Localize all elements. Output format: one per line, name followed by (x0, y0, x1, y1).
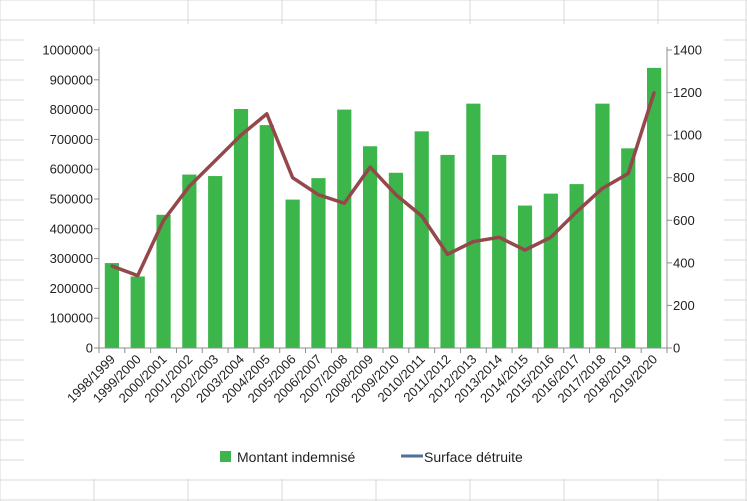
bar-2012/2013 (466, 103, 481, 348)
line-point-2010/2011 (420, 214, 424, 218)
bar-2008/2009 (362, 146, 378, 348)
bar-2016/2017 (569, 184, 584, 348)
bar-2014/2015 (517, 205, 533, 348)
line-point-2008/2009 (368, 165, 372, 169)
line-point-2014/2015 (523, 248, 527, 252)
bar-2003/2004 (233, 109, 249, 348)
bar-2015/2016 (543, 193, 558, 348)
line-point-2005/2006 (291, 176, 295, 180)
bar-2002/2003 (208, 176, 223, 348)
line-point-2011/2012 (446, 252, 450, 256)
left-tick-label: 300000 (50, 251, 93, 266)
line-point-2000/2001 (162, 218, 166, 222)
left-tick-label: 400000 (50, 221, 93, 236)
line-point-2004/2005 (265, 112, 269, 116)
right-tick-label: 800 (673, 170, 695, 185)
left-tick-label: 900000 (50, 72, 93, 87)
line-point-2016/2017 (575, 210, 579, 214)
line-point-2018/2019 (626, 171, 630, 175)
right-tick-label: 200 (673, 298, 695, 313)
left-axis-ticks: 0 100000 200000 300000 400000 500000 600000 700… (42, 43, 99, 356)
right-tick-label: 600 (673, 213, 695, 228)
line-point-2007/2008 (342, 201, 346, 205)
bar-2007/2008 (337, 109, 352, 348)
bar-series (104, 67, 662, 348)
line-path (111, 92, 656, 278)
right-tick-label: 0 (673, 341, 680, 356)
right-tick-label: 400 (673, 255, 695, 270)
right-tick-label: 1000 (673, 128, 702, 143)
bar-1999/2000 (130, 276, 145, 348)
left-tick-label: 500000 (50, 192, 93, 207)
bar-2017/2018 (595, 103, 610, 348)
right-tick-label: 1200 (673, 85, 702, 100)
legend-label-bar: Montant indemnisé (237, 449, 356, 465)
line-point-2017/2018 (600, 186, 604, 190)
legend-swatch-bar (220, 451, 231, 462)
bar-2009/2010 (388, 172, 404, 348)
line-point-2015/2016 (549, 235, 553, 239)
right-axis-ticks: 0 200 400 600 800 1000 1200 1400 (667, 43, 702, 356)
legend: Montant indemnisé Surface détruite (220, 449, 523, 465)
left-tick-label: 0 (86, 341, 93, 356)
line-point-1999/2000 (136, 274, 140, 278)
left-tick-label: 200000 (50, 281, 93, 296)
bar-2004/2005 (259, 125, 274, 348)
bar-2018/2019 (621, 148, 636, 348)
bar-2013/2014 (492, 154, 507, 348)
line-point-1998/1999 (110, 264, 114, 268)
line-point-2013/2014 (497, 235, 501, 239)
bar-2019/2020 (646, 67, 662, 348)
line-point-2002/2003 (213, 159, 217, 163)
line-point-2001/2002 (187, 184, 191, 188)
bar-2001/2002 (182, 174, 197, 348)
line-point-2009/2010 (394, 193, 398, 197)
bar-1998/1999 (104, 263, 120, 348)
right-tick-label: 1400 (673, 43, 702, 58)
left-tick-label: 800000 (50, 102, 93, 117)
line-point-2012/2013 (471, 240, 475, 244)
line-point-2003/2004 (239, 133, 243, 137)
legend-label-line: Surface détruite (424, 449, 523, 465)
axes (98, 47, 668, 353)
bar-2006/2007 (311, 178, 326, 348)
bar-2000/2001 (156, 214, 171, 348)
left-tick-label: 1000000 (42, 43, 93, 58)
line-point-2006/2007 (316, 193, 320, 197)
bar-2010/2011 (414, 131, 429, 348)
line-point-2019/2020 (652, 91, 656, 95)
left-tick-label: 700000 (50, 132, 93, 147)
left-tick-label: 600000 (50, 162, 93, 177)
left-tick-label: 100000 (50, 311, 93, 326)
bar-2005/2006 (285, 199, 300, 348)
line-series (110, 91, 656, 278)
